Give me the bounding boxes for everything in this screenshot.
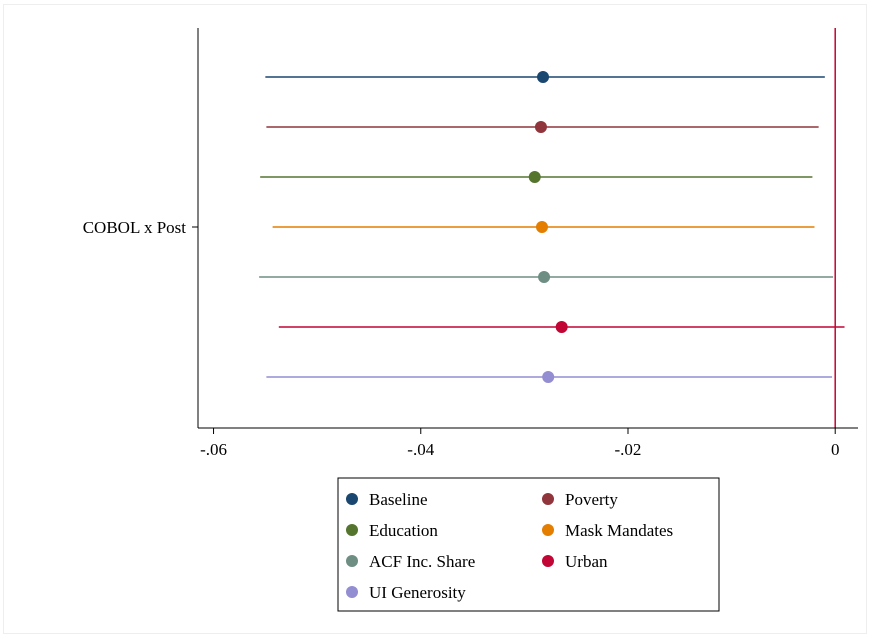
legend-label-ui-generosity: UI Generosity — [369, 583, 466, 602]
legend-label-urban: Urban — [565, 552, 608, 571]
legend-label-poverty: Poverty — [565, 490, 618, 509]
legend-marker-acf-inc-share — [346, 555, 358, 567]
point-estimate-poverty — [534, 121, 547, 133]
legend-box — [337, 477, 720, 612]
legend-marker-mask-mandates — [542, 524, 554, 536]
legend-marker-baseline — [346, 493, 358, 505]
x-tick-label: -.02 — [615, 440, 642, 459]
point-estimate-education — [528, 171, 541, 183]
point-estimate-baseline — [537, 71, 550, 83]
y-category-label: COBOL x Post — [83, 218, 187, 237]
legend-label-education: Education — [369, 521, 438, 540]
point-estimate-acf-inc-share — [538, 271, 551, 283]
point-estimate-ui-generosity — [542, 371, 555, 383]
point-estimate-urban — [555, 321, 568, 333]
legend-label-acf-inc-share: ACF Inc. Share — [369, 552, 475, 571]
legend-label-mask-mandates: Mask Mandates — [565, 521, 673, 540]
legend-marker-education — [346, 524, 358, 536]
point-estimate-mask-mandates — [535, 221, 548, 233]
legend-marker-poverty — [542, 493, 554, 505]
legend-marker-urban — [542, 555, 554, 567]
x-tick-label: 0 — [831, 440, 840, 459]
x-tick-label: -.04 — [407, 440, 434, 459]
legend-label-baseline: Baseline — [369, 490, 428, 509]
x-tick-label: -.06 — [200, 440, 227, 459]
legend-marker-ui-generosity — [346, 586, 358, 598]
